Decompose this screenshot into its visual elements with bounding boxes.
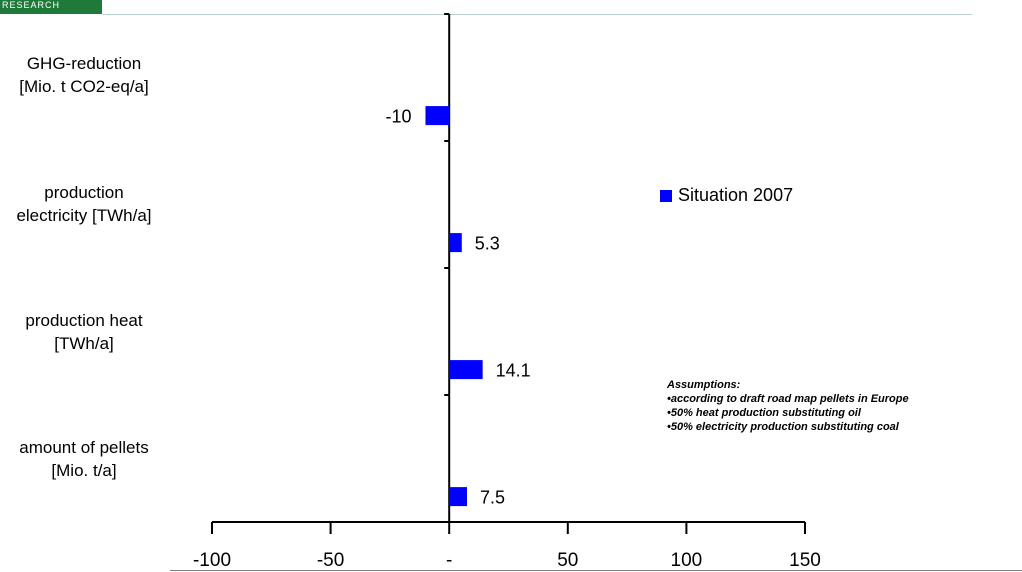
- assumption-item: •50% heat production substituting oil: [667, 407, 861, 419]
- x-tick-label: -: [446, 550, 452, 571]
- category-label-line: production: [44, 183, 124, 202]
- category-label-line: [Mio. t CO2-eq/a]: [19, 77, 149, 96]
- data-label: -10: [385, 107, 411, 127]
- category-label-ghg: GHG-reduction [Mio. t CO2-eq/a]: [0, 52, 194, 98]
- data-label: 14.1: [496, 361, 531, 381]
- data-bar: [449, 233, 462, 253]
- logo-text: RESEARCH: [2, 0, 61, 10]
- category-label-line: electricity [TWh/a]: [16, 206, 152, 225]
- category-label-line: GHG-reduction: [26, 54, 142, 73]
- data-label: 5.3: [475, 234, 500, 254]
- legend-swatch: [660, 189, 672, 202]
- data-bar: [449, 360, 483, 380]
- data-label: 7.5: [480, 488, 505, 508]
- x-tick-label: 100: [671, 550, 703, 571]
- category-label-heat: production heat [TWh/a]: [0, 309, 194, 355]
- category-label-electricity: production electricity [TWh/a]: [0, 181, 194, 227]
- assumptions-title: Assumptions:: [667, 379, 741, 391]
- category-label-pellets: amount of pellets [Mio. t/a]: [0, 436, 194, 482]
- x-tick-label: 50: [557, 550, 578, 571]
- legend: Situation 2007: [660, 185, 793, 206]
- data-bar: [449, 487, 467, 507]
- x-tick-label: -100: [193, 550, 231, 571]
- category-label-line: amount of pellets: [19, 438, 149, 457]
- x-tick-label: 150: [789, 550, 821, 571]
- category-label-line: [Mio. t/a]: [51, 461, 117, 480]
- legend-label: Situation 2007: [678, 185, 794, 205]
- assumption-item: •according to draft road map pellets in …: [667, 393, 909, 405]
- data-bar: [425, 106, 450, 126]
- category-label-line: [TWh/a]: [54, 334, 114, 353]
- bottom-rule: [170, 570, 1022, 571]
- top-rule: [102, 14, 972, 15]
- logo-tab: RESEARCH: [0, 0, 102, 14]
- x-tick-label: -50: [317, 550, 344, 571]
- assumption-item: •50% electricity production substituting…: [667, 421, 899, 433]
- category-label-line: production heat: [25, 311, 143, 330]
- assumptions-note: Assumptions: •according to draft road ma…: [667, 378, 909, 434]
